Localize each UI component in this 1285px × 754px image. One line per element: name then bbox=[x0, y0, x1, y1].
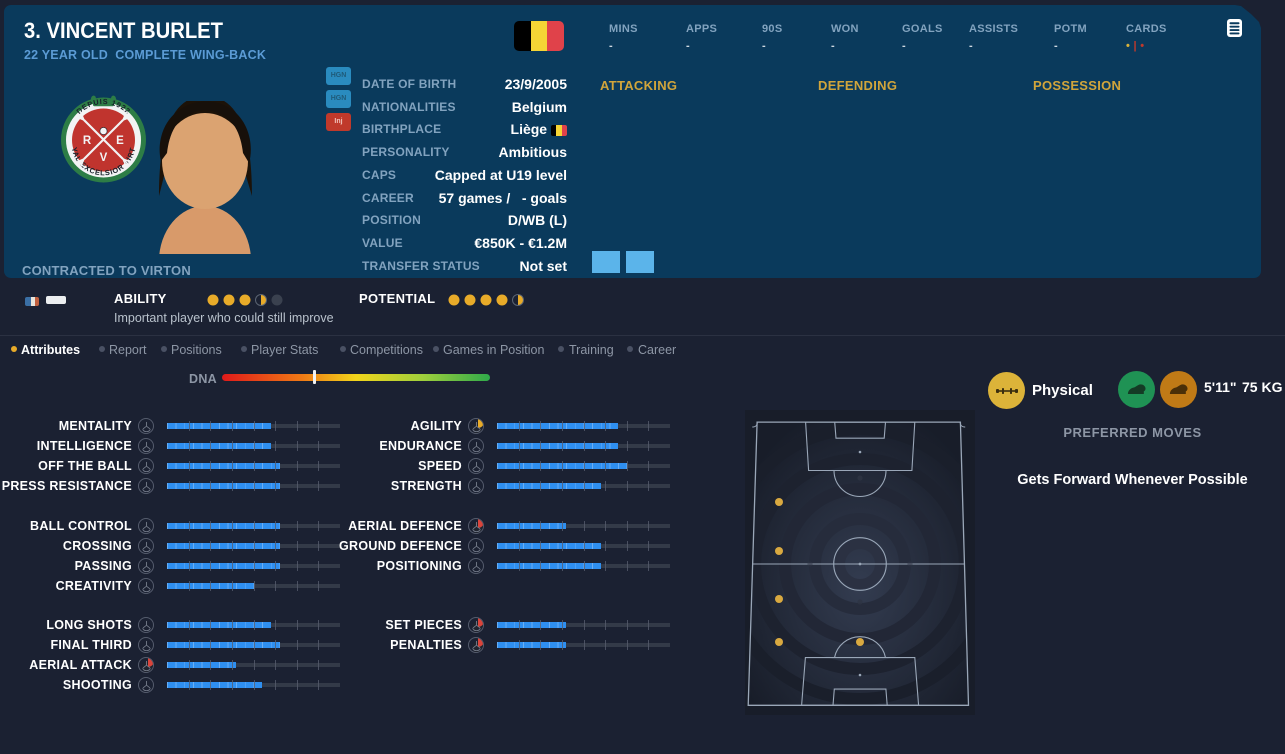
svg-text:V: V bbox=[100, 152, 108, 164]
svg-text:E: E bbox=[116, 135, 124, 147]
svg-text:R: R bbox=[83, 135, 92, 147]
